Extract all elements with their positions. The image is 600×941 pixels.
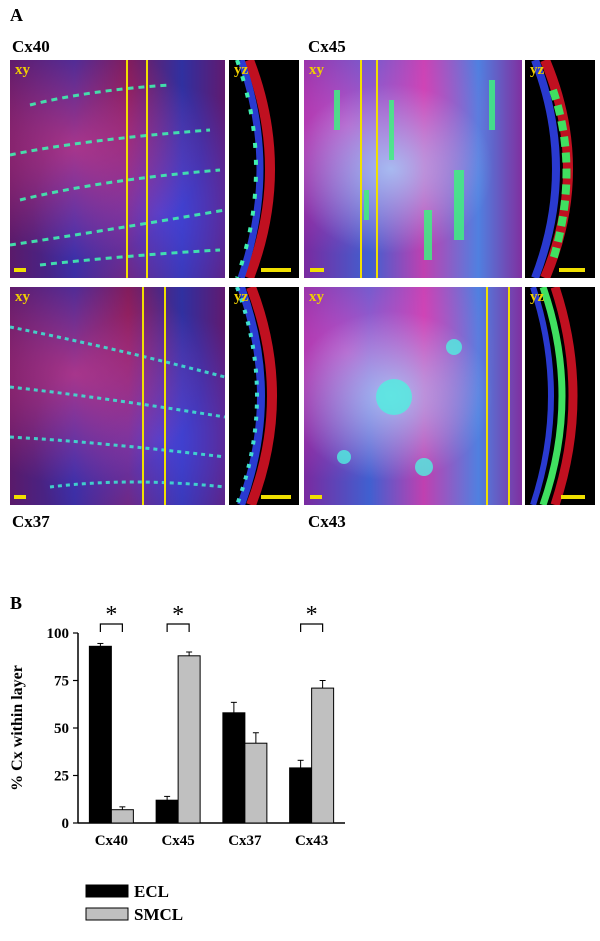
section-line — [146, 60, 148, 278]
micrograph-cx43-yz: yz — [525, 287, 595, 505]
section-line — [126, 60, 128, 278]
significance-star: * — [105, 602, 117, 628]
x-tick-label: Cx45 — [161, 833, 194, 849]
section-line — [164, 287, 166, 505]
tag-xy-cx43: xy — [309, 289, 324, 305]
x-tick-label: Cx37 — [228, 833, 262, 849]
scale-bar — [14, 268, 26, 272]
significance-bracket — [166, 623, 190, 632]
scale-bar — [559, 268, 585, 272]
bar-ecl-cx37 — [222, 712, 246, 824]
legend-swatch-ecl — [85, 884, 129, 898]
y-tick-label: 25 — [54, 769, 69, 785]
scale-bar — [261, 495, 291, 499]
significance-star: * — [172, 602, 184, 628]
micrograph-cx43-xy: xy — [304, 287, 522, 505]
panel-b-letter: B — [10, 593, 23, 613]
bar-ecl-cx45 — [155, 799, 179, 824]
micrograph-cx40-xy: xy — [10, 60, 225, 278]
label-cx40: Cx40 — [12, 37, 50, 56]
tag-xy-cx40: xy — [15, 62, 30, 78]
tag-yz-cx45: yz — [530, 62, 545, 78]
bar-ecl-cx40 — [88, 645, 112, 824]
legend-label-ecl: ECL — [134, 882, 169, 901]
section-line — [508, 287, 510, 505]
bar-ecl-cx43 — [289, 767, 313, 824]
section-line — [486, 287, 488, 505]
scale-bar — [261, 268, 291, 272]
scale-bar — [310, 495, 322, 499]
y-axis-label: % Cx within layer — [9, 665, 26, 791]
x-tick-label: Cx40 — [95, 833, 128, 849]
scale-bar — [14, 495, 26, 499]
y-tick-label: 75 — [54, 674, 69, 690]
significance-bracket — [99, 623, 123, 632]
significance-bracket — [300, 623, 324, 632]
micrograph-cx40-yz: yz — [229, 60, 299, 278]
significance-star: * — [306, 602, 318, 628]
micrograph-cx37-yz: yz — [229, 287, 299, 505]
bar-smcl-cx37 — [244, 742, 268, 824]
micrograph-cx45-yz: yz — [525, 60, 595, 278]
y-tick-label: 100 — [47, 626, 70, 642]
label-cx37: Cx37 — [12, 512, 50, 531]
bar-smcl-cx45 — [177, 655, 201, 824]
bar-smcl-cx43 — [311, 687, 335, 824]
micrograph-cx45-xy: xy — [304, 60, 522, 278]
y-tick-label: 0 — [62, 816, 70, 832]
x-tick-label: Cx43 — [295, 833, 328, 849]
legend-swatch-smcl — [85, 907, 129, 921]
section-line — [360, 60, 362, 278]
scale-bar — [561, 495, 585, 499]
y-tick-label: 50 — [54, 721, 69, 737]
tag-yz-cx43: yz — [530, 289, 545, 305]
bar-smcl-cx40 — [110, 809, 134, 824]
scale-bar — [310, 268, 324, 272]
bar-chart: 0 25 50 75 100 % Cx within layer Cx40 * Cx45 * Cx3… — [9, 602, 345, 924]
label-cx43: Cx43 — [308, 512, 346, 531]
tag-yz-cx40: yz — [234, 62, 249, 78]
section-line — [142, 287, 144, 505]
label-cx45: Cx45 — [308, 37, 346, 56]
panel-a-letter: A — [10, 5, 23, 25]
tag-xy-cx45: xy — [309, 62, 324, 78]
section-line — [376, 60, 378, 278]
tag-xy-cx37: xy — [15, 289, 30, 305]
legend-label-smcl: SMCL — [134, 905, 183, 924]
tag-yz-cx37: yz — [234, 289, 249, 305]
micrograph-cx37-xy: xy — [10, 287, 225, 505]
